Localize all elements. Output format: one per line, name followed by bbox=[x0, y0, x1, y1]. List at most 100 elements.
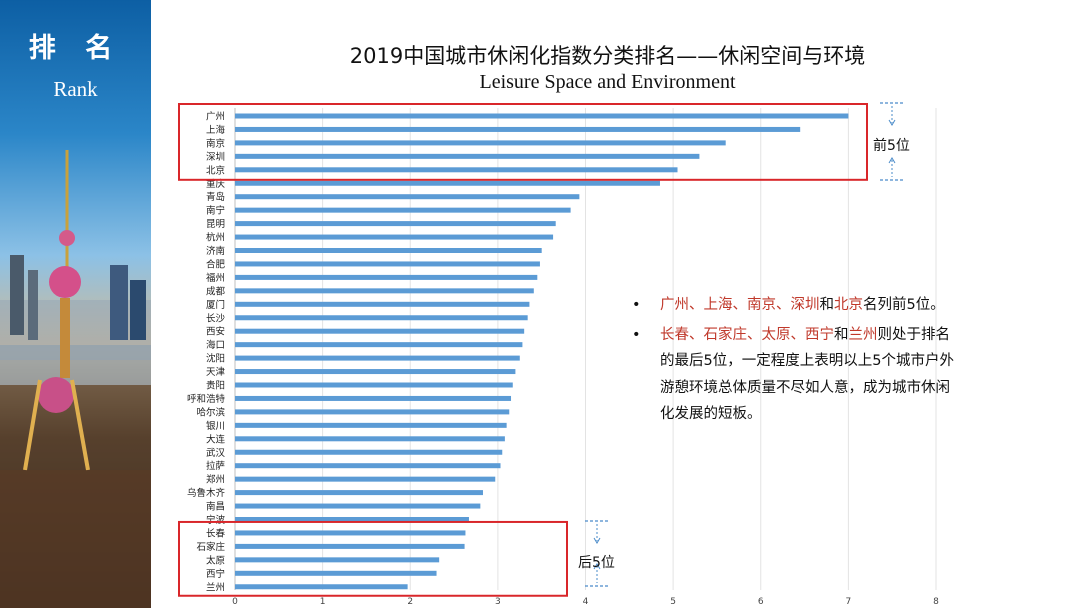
bar bbox=[235, 274, 538, 280]
note-bottom5: • 长春、石家庄、太原、西宁和兰州则处于排名的最后5位，一定程度上表明以上5个城… bbox=[632, 322, 962, 428]
separator: 、 bbox=[776, 297, 791, 313]
category-label: 沈阳 bbox=[206, 353, 225, 365]
conjunction: 和 bbox=[834, 326, 849, 343]
category-label: 拉萨 bbox=[206, 460, 226, 472]
separator: 、 bbox=[689, 326, 704, 343]
bottom5-arrow-head bbox=[593, 563, 601, 570]
x-tick-label: 4 bbox=[583, 597, 589, 607]
bar bbox=[235, 140, 726, 146]
bar bbox=[235, 126, 801, 132]
top5-arrow-head bbox=[888, 157, 896, 164]
top5-highlight-box bbox=[178, 103, 868, 181]
bar bbox=[235, 422, 507, 428]
bar bbox=[235, 543, 465, 549]
bar bbox=[235, 355, 520, 361]
x-tick-label: 0 bbox=[232, 597, 238, 607]
category-label: 昆明 bbox=[206, 219, 225, 230]
bar bbox=[235, 248, 542, 253]
category-label: 长春 bbox=[206, 527, 226, 539]
x-tick-label: 3 bbox=[495, 597, 501, 607]
category-label: 兰州 bbox=[206, 581, 225, 593]
conjunction: 和 bbox=[819, 297, 835, 313]
note-top5: • 广州、上海、南京、深圳和北京名列前5位。 bbox=[632, 292, 962, 319]
x-tick-label: 8 bbox=[933, 597, 939, 607]
category-label: 大连 bbox=[206, 433, 226, 445]
category-label: 哈尔滨 bbox=[196, 406, 225, 418]
bar bbox=[235, 463, 501, 469]
x-tick-label: 7 bbox=[846, 597, 852, 607]
city-name: 广州 bbox=[660, 297, 689, 313]
category-label: 太原 bbox=[206, 554, 225, 566]
x-tick-label: 6 bbox=[758, 597, 764, 607]
category-label: 合肥 bbox=[206, 258, 226, 270]
city-skyline-image bbox=[0, 150, 151, 608]
bar bbox=[235, 530, 466, 536]
category-label: 银川 bbox=[206, 420, 225, 432]
note-text: 名列前5位。 bbox=[863, 297, 945, 313]
x-tick-label: 1 bbox=[320, 597, 326, 607]
bottom5-label: 后5位 bbox=[578, 555, 615, 571]
x-tick-label: 2 bbox=[407, 597, 413, 607]
bullet-dot: • bbox=[632, 326, 641, 343]
sidebar: 排 名 Rank bbox=[0, 0, 151, 608]
category-label: 西宁 bbox=[206, 568, 225, 580]
bottom5-arrow-head bbox=[593, 537, 601, 544]
bar bbox=[235, 194, 580, 200]
category-label: 海口 bbox=[206, 339, 225, 351]
note-text: 则处于排名的最后5位，一定程度上表明以上5个城市户外游憩环境总体质量不尽如人意，… bbox=[660, 326, 954, 423]
category-label: 石家庄 bbox=[196, 541, 225, 553]
bar bbox=[235, 570, 437, 576]
bottom5-highlight-box bbox=[178, 520, 568, 597]
chart-subtitle: Leisure Space and Environment bbox=[479, 71, 736, 93]
bar bbox=[235, 342, 523, 348]
separator: 、 bbox=[747, 326, 762, 343]
category-label: 南昌 bbox=[206, 501, 225, 513]
category-label: 天津 bbox=[206, 367, 226, 378]
bar bbox=[235, 557, 440, 563]
bar bbox=[235, 449, 503, 455]
bar bbox=[235, 476, 496, 482]
bar bbox=[235, 503, 481, 509]
bar bbox=[235, 517, 469, 522]
bar bbox=[235, 301, 530, 307]
bar bbox=[235, 234, 554, 240]
separator: 、 bbox=[689, 297, 704, 313]
chart-x-tick-labels: 0 1 2 3 4 5 6 7 8 bbox=[232, 597, 939, 607]
city-name: 深圳 bbox=[790, 297, 820, 313]
category-label: 深圳 bbox=[206, 152, 225, 163]
category-label: 南宁 bbox=[206, 205, 225, 217]
category-label: 青岛 bbox=[206, 191, 225, 203]
separator: 、 bbox=[732, 297, 748, 313]
city-name: 太原 bbox=[761, 326, 791, 343]
bar bbox=[235, 261, 540, 267]
city-name: 长春 bbox=[660, 326, 689, 343]
category-label: 郑州 bbox=[206, 474, 225, 486]
bar bbox=[235, 409, 510, 415]
category-label: 广州 bbox=[206, 111, 225, 123]
separator: 、 bbox=[790, 326, 806, 343]
bar bbox=[235, 584, 408, 590]
category-label: 成都 bbox=[206, 285, 226, 297]
bar bbox=[235, 315, 528, 321]
category-label: 杭州 bbox=[206, 232, 225, 244]
bar bbox=[235, 180, 660, 186]
bar bbox=[235, 436, 505, 442]
bar bbox=[235, 153, 700, 159]
bullet-dot: • bbox=[632, 297, 641, 313]
category-label: 济南 bbox=[206, 245, 225, 257]
bar bbox=[235, 382, 513, 388]
category-label: 乌鲁木齐 bbox=[187, 487, 226, 499]
city-name: 上海 bbox=[703, 297, 733, 313]
category-label: 福州 bbox=[206, 272, 225, 284]
bar bbox=[235, 288, 534, 294]
chart-category-labels: 广州上海南京深圳北京重庆青岛南宁昆明杭州济南合肥福州成都厦门长沙西安海口沈阳天津… bbox=[187, 111, 226, 594]
top5-arrow-head bbox=[888, 119, 896, 126]
chart-gridlines bbox=[234, 108, 937, 590]
top5-label: 前5位 bbox=[873, 137, 910, 154]
category-label: 武汉 bbox=[206, 447, 226, 459]
sidebar-title: 排 名 bbox=[28, 33, 123, 64]
notes-panel: • 广州、上海、南京、深圳和北京名列前5位。 • 长春、石家庄、太原、西宁和兰州… bbox=[632, 292, 962, 431]
chart-bars bbox=[235, 113, 849, 590]
bar-chart: 广州上海南京深圳北京重庆青岛南宁昆明杭州济南合肥福州成都厦门长沙西安海口沈阳天津… bbox=[178, 102, 939, 607]
